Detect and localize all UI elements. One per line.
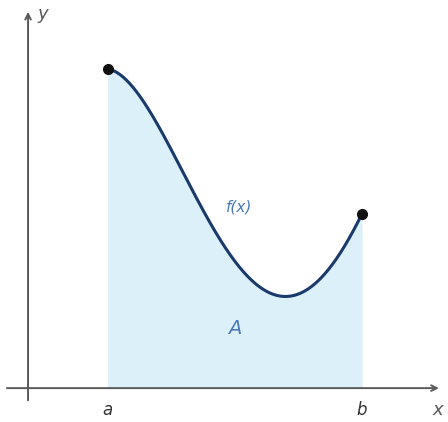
Text: a: a (103, 401, 113, 419)
Text: y: y (37, 5, 47, 23)
Text: b: b (357, 401, 367, 419)
Text: A: A (228, 319, 241, 338)
Text: f(x): f(x) (226, 200, 253, 215)
Text: x: x (432, 401, 443, 419)
